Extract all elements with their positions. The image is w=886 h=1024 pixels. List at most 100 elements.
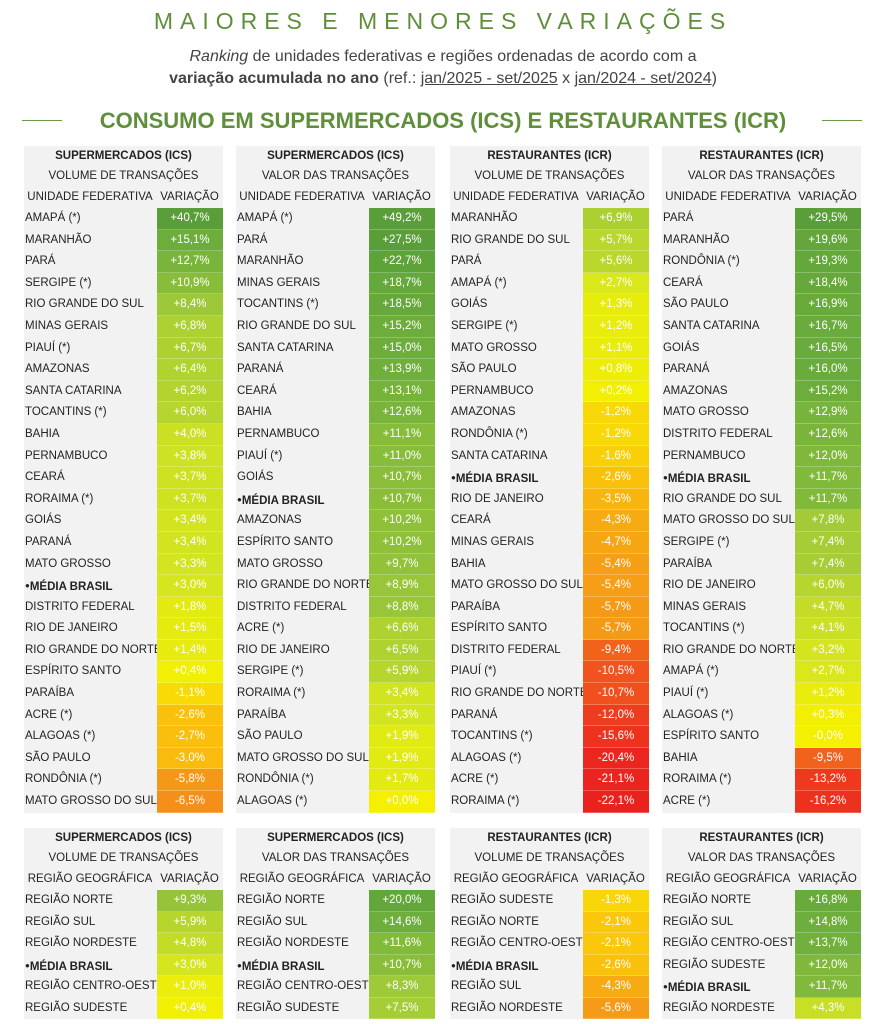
row-name: RIO DE JANEIRO xyxy=(451,492,544,505)
row-value: +12,6% xyxy=(795,423,861,446)
table-row: RIO GRANDE DO NORTE +8,9% xyxy=(236,575,435,597)
table-row: MINAS GERAIS +4,7% xyxy=(662,596,861,619)
row-name: SÃO PAULO xyxy=(237,730,303,743)
row-value: +19,3% xyxy=(795,251,861,273)
row-value: -1,3% xyxy=(583,890,649,912)
table-header-row: REGIÃO GEOGRÁFICA VARIAÇÃO xyxy=(236,868,435,890)
table-row: PARÁ +12,7% xyxy=(24,251,223,273)
row-value: +11,1% xyxy=(369,423,435,446)
table-row: TOCANTINS (*) +6,0% xyxy=(24,402,223,424)
row-name: MATO GROSSO xyxy=(663,406,749,419)
row-value: +3,0% xyxy=(157,954,223,976)
row-value: +3,0% xyxy=(157,575,223,597)
row-name: PIAUÍ (*) xyxy=(237,449,283,462)
uf-table: SUPERMERCADOS (ICS) VALOR DAS TRANSAÇÕES U… xyxy=(236,146,435,813)
table-row: RIO GRANDE DO NORTE +3,2% xyxy=(662,639,861,662)
table-row: PARANÁ -12,0% xyxy=(450,704,649,727)
row-value: +6,8% xyxy=(157,315,223,338)
table-row: DISTRITO FEDERAL +8,8% xyxy=(236,596,435,619)
table-row: REGIÃO NORDESTE +11,6% xyxy=(236,933,435,955)
title-rule-left xyxy=(22,120,62,121)
table-row: ACRE (*) +6,6% xyxy=(236,618,435,640)
row-name: PARANÁ xyxy=(451,708,498,721)
row-value: +10,7% xyxy=(369,488,435,511)
table-row: DISTRITO FEDERAL -9,4% xyxy=(450,639,649,662)
row-name: REGIÃO NORDESTE xyxy=(451,1001,563,1014)
table-row: REGIÃO SUL +14,8% xyxy=(662,911,861,933)
row-value: +15,1% xyxy=(157,229,223,252)
row-name: RONDÔNIA (*) xyxy=(25,773,102,786)
row-name: DISTRITO FEDERAL xyxy=(663,427,773,440)
table-row: PIAUÍ (*) +11,0% xyxy=(236,445,435,468)
row-name: PIAUÍ (*) xyxy=(663,687,709,700)
table-subtitle: VALOR DAS TRANSAÇÕES xyxy=(261,170,410,182)
row-name: MÉDIA BRASIL xyxy=(236,489,369,511)
table-row: DISTRITO FEDERAL +12,6% xyxy=(662,423,861,446)
table-row: MATO GROSSO DO SUL -5,4% xyxy=(450,575,649,597)
table-row: AMAZONAS +10,2% xyxy=(236,510,435,532)
row-name: RIO GRANDE DO SUL xyxy=(663,492,782,505)
row-value: +12,7% xyxy=(157,251,223,273)
table-row: CEARÁ +18,4% xyxy=(662,272,861,295)
row-name: MATO GROSSO xyxy=(25,557,111,570)
table-row: AMAZONAS +6,4% xyxy=(24,359,223,381)
row-value: -21,1% xyxy=(583,769,649,792)
table-row: RIO GRANDE DO NORTE -10,7% xyxy=(450,683,649,705)
table-header-row: UNIDADE FEDERATIVA VARIAÇÃO xyxy=(236,186,435,208)
column-header-value: VARIAÇÃO xyxy=(160,873,219,885)
table-row: AMAPÁ (*) +49,2% xyxy=(236,208,435,230)
versus: x xyxy=(557,70,575,87)
row-value: +16,0% xyxy=(795,359,861,381)
row-value: +16,9% xyxy=(795,294,861,316)
table-row: MINAS GERAIS +6,8% xyxy=(24,315,223,338)
row-name: CEARÁ xyxy=(451,514,491,527)
table-row: SERGIPE (*) +5,9% xyxy=(236,661,435,684)
row-value: +3,4% xyxy=(157,531,223,554)
table-row: RIO DE JANEIRO -3,5% xyxy=(450,488,649,511)
row-value: +8,8% xyxy=(369,596,435,619)
table-row: REGIÃO SUDESTE -1,3% xyxy=(450,890,649,912)
row-name: PARAÍBA xyxy=(237,708,286,721)
row-value: +1,1% xyxy=(583,337,649,360)
table-row: TOCANTINS (*) +18,5% xyxy=(236,294,435,316)
table-row: MARANHÃO +22,7% xyxy=(236,251,435,273)
row-name: ESPÍRITO SANTO xyxy=(663,730,760,743)
table-title: SUPERMERCADOS (ICS) xyxy=(55,832,192,844)
row-name: PARÁ xyxy=(663,212,694,224)
row-name: SÃO PAULO xyxy=(663,298,729,311)
row-value: -15,6% xyxy=(583,726,649,748)
table-row: RONDÔNIA (*) -1,2% xyxy=(450,423,649,446)
table-row: ALAGOAS (*) -20,4% xyxy=(450,747,649,770)
row-value: +12,0% xyxy=(795,954,861,976)
table-row: RIO GRANDE DO NORTE +1,4% xyxy=(24,639,223,662)
row-name: CEARÁ xyxy=(237,384,277,397)
table-subtitle: VALOR DAS TRANSAÇÕES xyxy=(687,170,836,182)
row-value: +4,8% xyxy=(157,933,223,955)
row-value: -1,1% xyxy=(157,683,223,705)
table-row: REGIÃO SUL +5,9% xyxy=(24,911,223,933)
row-name: PERNAMBUCO xyxy=(663,449,746,462)
table-row: MATO GROSSO DO SUL +7,8% xyxy=(662,510,861,532)
row-name: RIO DE JANEIRO xyxy=(663,579,756,592)
row-name: REGIÃO SUDESTE xyxy=(25,1001,128,1014)
row-name: PARÁ xyxy=(25,255,56,268)
row-value: -16,2% xyxy=(795,791,861,813)
row-name: GOIÁS xyxy=(237,471,274,484)
subtitle-bold: variação acumulada no ano xyxy=(169,70,379,87)
row-name: REGIÃO CENTRO-OESTE xyxy=(25,980,157,992)
row-name: ESPÍRITO SANTO xyxy=(451,622,548,635)
column-header-name: REGIÃO GEOGRÁFICA xyxy=(27,873,153,885)
row-name: AMAZONAS xyxy=(663,384,728,397)
row-value: +0,3% xyxy=(795,704,861,727)
table-row: ACRE (*) -21,1% xyxy=(450,769,649,792)
table-row: REGIÃO NORDESTE -5,6% xyxy=(450,997,649,1019)
row-name: ALAGOAS (*) xyxy=(663,708,734,721)
table-row: BAHIA +4,0% xyxy=(24,423,223,446)
table-row: PARANÁ +16,0% xyxy=(662,359,861,381)
table-row: ESPÍRITO SANTO +0,4% xyxy=(24,661,223,684)
row-value: +1,2% xyxy=(583,315,649,338)
row-name: RIO GRANDE DO NORTE xyxy=(237,579,369,592)
row-name: ESPÍRITO SANTO xyxy=(25,665,122,678)
subtitle-ref: (ref.: xyxy=(378,70,421,87)
column-header-value: VARIAÇÃO xyxy=(586,191,645,203)
